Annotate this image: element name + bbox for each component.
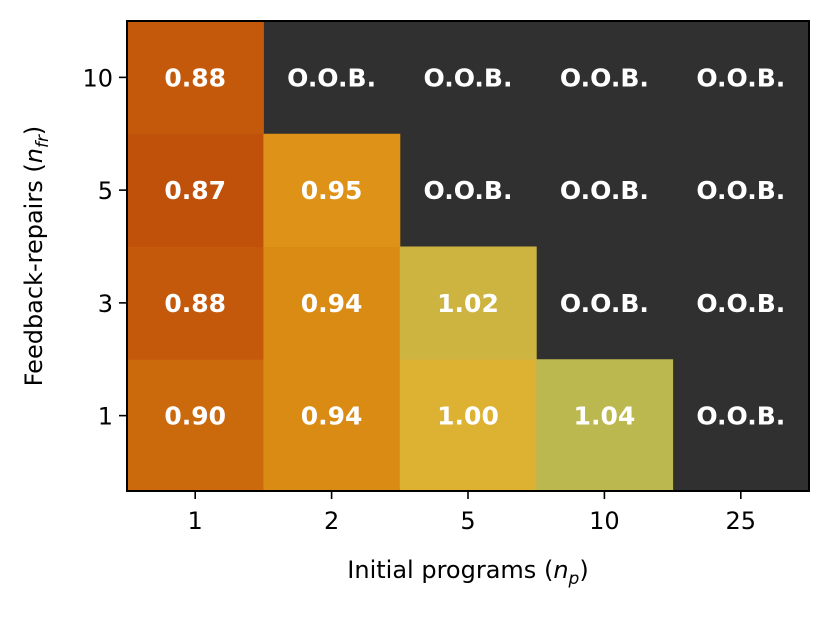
y-axis-label-symbol: n — [20, 148, 48, 163]
y-tick-label: 3 — [98, 290, 113, 318]
x-tick-label: 5 — [460, 507, 475, 535]
heatmap-value-label: 0.88 — [164, 289, 226, 318]
oob-label: O.O.B. — [424, 63, 513, 92]
x-tick-label: 25 — [726, 507, 757, 535]
oob-label: O.O.B. — [696, 289, 785, 318]
oob-label: O.O.B. — [696, 63, 785, 92]
heatmap-value-label: 0.90 — [164, 402, 226, 431]
heatmap-cell — [399, 359, 537, 492]
x-axis-label: Initial programs (np) — [347, 556, 588, 589]
oob-label: O.O.B. — [560, 289, 649, 318]
heatmap-cell — [127, 133, 264, 247]
x-tick-label: 1 — [188, 507, 203, 535]
y-axis-label-close-paren: ) — [20, 126, 48, 135]
heatmap-value-label: 0.87 — [164, 176, 226, 205]
x-tick-label: 2 — [324, 507, 339, 535]
y-axis-label-subscript: fr — [33, 134, 53, 148]
x-axis-label-symbol: n — [553, 556, 568, 584]
heatmap-cell — [399, 246, 537, 360]
heatmap-value-label: 0.88 — [164, 63, 226, 92]
y-axis-ticks: 1 3 5 10 — [82, 64, 127, 431]
oob-label: O.O.B. — [696, 176, 785, 205]
heatmap-cell — [263, 359, 401, 492]
heatmap-value-label: 0.95 — [301, 176, 363, 205]
x-tick-label: 10 — [589, 507, 620, 535]
x-axis-label-subscript: p — [568, 569, 580, 589]
oob-label: O.O.B. — [560, 63, 649, 92]
heatmap-cell — [263, 133, 401, 247]
oob-label: O.O.B. — [696, 402, 785, 431]
heatmap-cell — [127, 246, 264, 360]
heatmap-value-label: 0.94 — [301, 289, 363, 318]
heatmap-value-labels: 0.90 0.94 1.00 1.04 O.O.B. 0.88 0.94 1.02 O.O.B.… — [164, 63, 785, 430]
y-axis-label-text: Feedback-repairs — [20, 180, 48, 386]
x-axis-label-text: Initial programs — [347, 556, 536, 584]
oob-label: O.O.B. — [424, 176, 513, 205]
x-axis-label-open-paren: ( — [544, 556, 553, 584]
heatmap-value-label: 0.94 — [301, 402, 363, 431]
oob-label: O.O.B. — [287, 63, 376, 92]
heatmap-value-label: 1.04 — [574, 402, 636, 431]
y-axis-label: Feedback-repairs (nfr) — [20, 126, 53, 387]
y-tick-label: 10 — [82, 64, 113, 92]
y-tick-label: 5 — [98, 177, 113, 205]
heatmap-cell — [127, 359, 264, 492]
heatmap-cell — [536, 359, 674, 492]
x-axis-label-close-paren: ) — [579, 556, 588, 584]
x-axis-ticks: 1 2 5 10 25 — [188, 491, 757, 535]
oob-label: O.O.B. — [560, 176, 649, 205]
heatmap-value-label: 1.02 — [437, 289, 499, 318]
heatmap-cell — [263, 246, 401, 360]
heatmap-cells — [127, 21, 809, 492]
y-tick-label: 1 — [98, 403, 113, 431]
y-axis-label-open-paren: ( — [20, 163, 48, 172]
heatmap-cell — [127, 21, 264, 135]
heatmap-value-label: 1.00 — [437, 402, 499, 431]
